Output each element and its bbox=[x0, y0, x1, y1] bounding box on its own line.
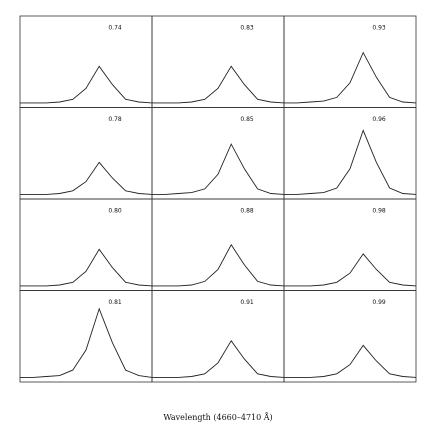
line bbox=[152, 65, 285, 104]
panel-frame bbox=[19, 290, 153, 383]
panel-frame bbox=[283, 15, 417, 108]
panel-frame bbox=[283, 107, 417, 200]
line bbox=[20, 65, 153, 104]
panel-frame bbox=[19, 15, 153, 108]
line bbox=[152, 339, 285, 378]
panel-label: 0.85 bbox=[240, 116, 254, 123]
line bbox=[20, 307, 153, 378]
panel-label: 0.78 bbox=[108, 116, 122, 123]
panel-label: 0.88 bbox=[240, 208, 254, 215]
panel-frame bbox=[151, 107, 285, 200]
line bbox=[20, 248, 153, 287]
panel-label: 0.81 bbox=[108, 299, 122, 306]
panel-frame bbox=[151, 198, 285, 291]
panel-frame bbox=[19, 107, 153, 200]
panel-frame bbox=[283, 198, 417, 291]
panel-label: 0.93 bbox=[372, 25, 386, 32]
line bbox=[284, 253, 417, 287]
panel-frame bbox=[151, 290, 285, 383]
panel-label: 0.98 bbox=[372, 208, 386, 215]
line bbox=[20, 161, 153, 195]
line bbox=[152, 143, 285, 195]
panel-label: 0.80 bbox=[108, 208, 122, 215]
panel-frame bbox=[19, 198, 153, 291]
panel-label: 0.96 bbox=[372, 116, 386, 123]
panel-frame bbox=[151, 15, 285, 108]
panel-label: 0.74 bbox=[108, 25, 122, 32]
panel-label: 0.83 bbox=[240, 25, 254, 32]
panel-label: 0.99 bbox=[372, 299, 386, 306]
line bbox=[152, 243, 285, 287]
panel-frame bbox=[283, 290, 417, 383]
line bbox=[284, 129, 417, 195]
panel-label: 0.91 bbox=[240, 299, 254, 306]
line bbox=[284, 51, 417, 104]
line bbox=[284, 344, 417, 378]
x-axis-label: Wavelength (4660–4710 Å) bbox=[163, 413, 272, 422]
